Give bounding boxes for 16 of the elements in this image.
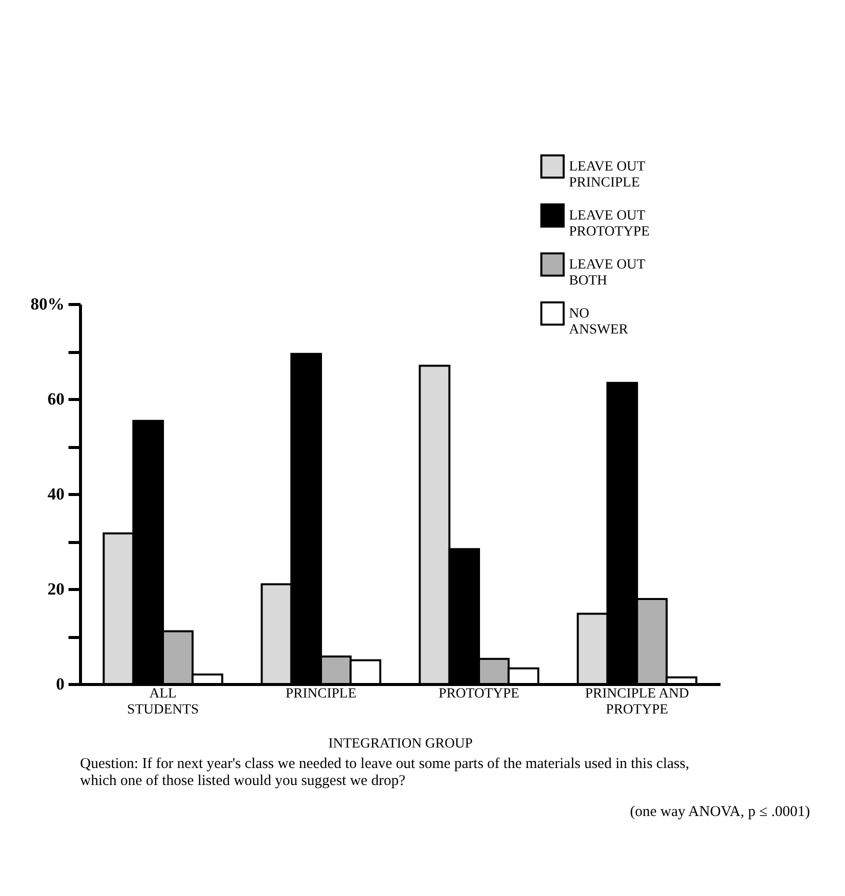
legend-label: LEAVE OUT BOTH [569, 258, 646, 288]
text: (one way ANOVA, p ≤ .0001) [628, 804, 810, 821]
y-tick-label: 80% [30, 294, 64, 314]
y-tick-label: 20 [48, 580, 64, 598]
legend-label: LEAVE OUT PRINCIPLE [569, 160, 646, 190]
x-tick-label: PROTOTYPE [438, 686, 520, 702]
x-axis-title: INTEGRATION GROUP [328, 736, 473, 752]
legend-label: NO ANSWER [569, 306, 629, 338]
y-tick-label: 60 [48, 390, 64, 408]
text: Question: If for next year's class we needed to leave out some parts of the materials used in this class, which one of those listed would you suggest we drop? [80, 756, 690, 790]
x-tick-label: ALL STUDENTS [127, 686, 199, 718]
x-tick-label: PRINCIPLE AND PROTYPE [585, 686, 689, 718]
y-tick-label: 40 [48, 484, 64, 504]
x-tick-label: PRINCIPLE [286, 686, 356, 702]
y-tick-label: 0 [56, 674, 64, 694]
legend-label: LEAVE OUT PROTOTYPE [569, 208, 650, 240]
